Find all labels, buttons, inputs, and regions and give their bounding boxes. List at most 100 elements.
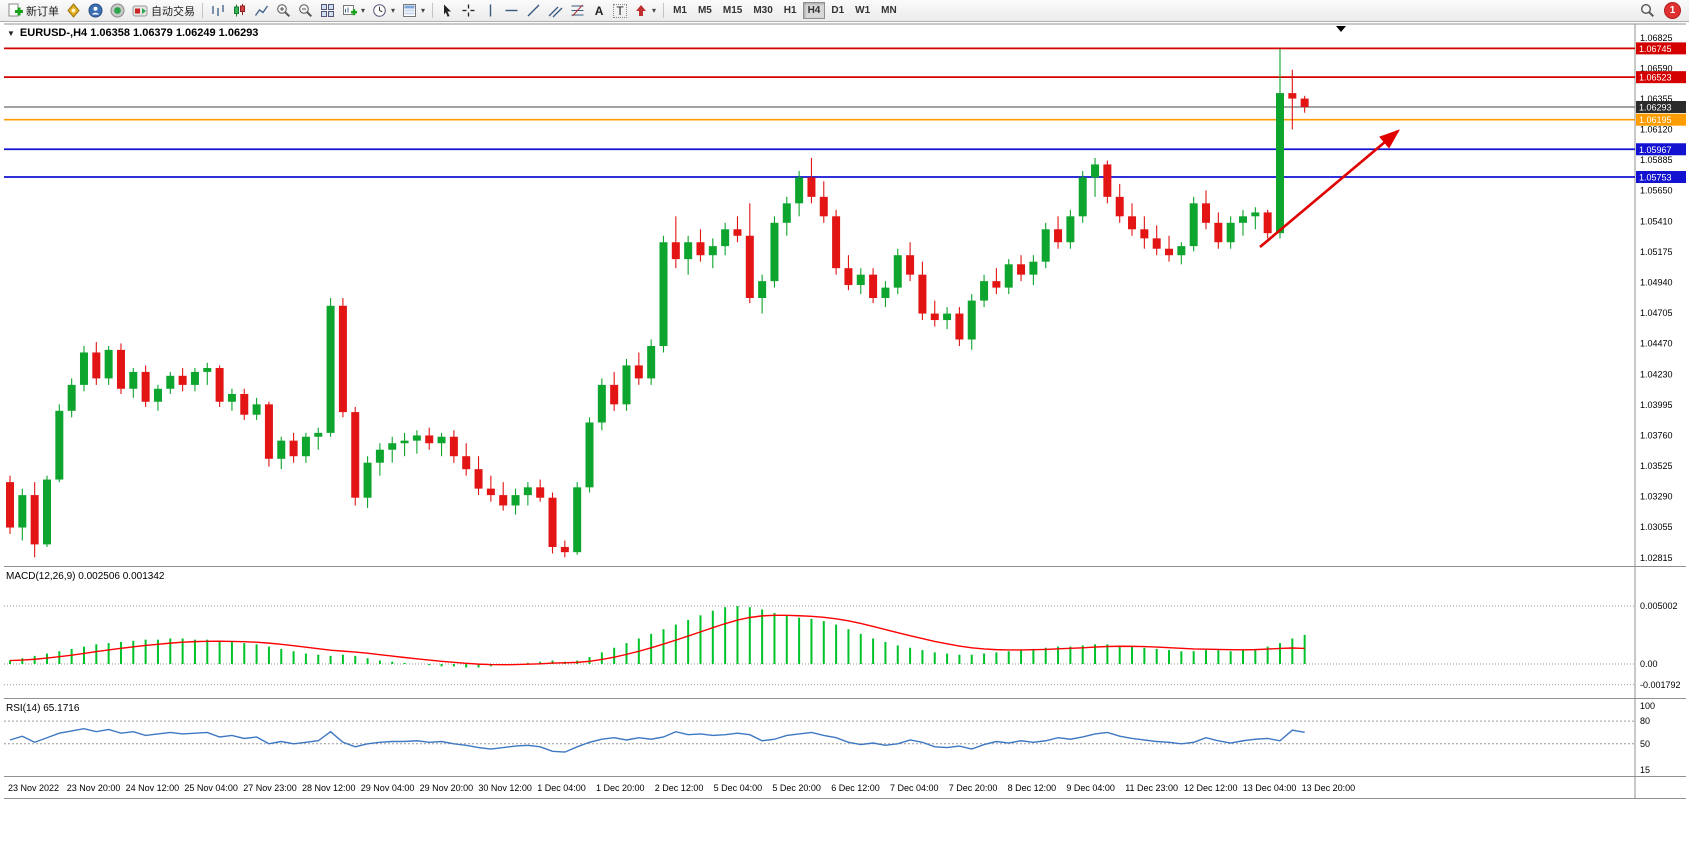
timeframe-m30-button[interactable]: M30 [748,2,777,19]
trendline-tool-button[interactable] [523,1,544,21]
svg-text:30 Nov 12:00: 30 Nov 12:00 [478,783,532,793]
rsi-value: 65.1716 [43,703,80,714]
cursor-icon [444,4,452,17]
arrows-tool-button[interactable]: ▾ [631,1,659,21]
text-label-tool-button[interactable]: T [610,1,630,21]
notification-badge[interactable]: 1 [1664,2,1681,19]
crosshair-tool-button[interactable] [458,1,479,21]
timeframe-m15-button[interactable]: M15 [718,2,747,19]
svg-text:7 Dec 20:00: 7 Dec 20:00 [949,783,998,793]
svg-text:23 Nov 20:00: 23 Nov 20:00 [67,783,121,793]
cursor-tool-button[interactable] [437,1,457,21]
new-chart-button[interactable]: ▾ [339,1,368,21]
rsi-name: RSI(14) [6,703,41,714]
text-tool-button[interactable]: A [589,1,609,21]
clock-icon [373,4,386,17]
channel-icon [548,6,563,18]
svg-text:1.04940: 1.04940 [1640,277,1673,287]
svg-text:1.05650: 1.05650 [1640,185,1673,195]
svg-text:1.05175: 1.05175 [1640,247,1673,257]
svg-text:12 Dec 12:00: 12 Dec 12:00 [1184,783,1238,793]
profile-icon [88,3,103,18]
svg-text:1 Dec 20:00: 1 Dec 20:00 [596,783,645,793]
svg-text:25 Nov 04:00: 25 Nov 04:00 [184,783,238,793]
svg-text:27 Nov 23:00: 27 Nov 23:00 [243,783,297,793]
templates-button[interactable]: ▾ [399,1,428,21]
svg-text:1.05410: 1.05410 [1640,216,1673,226]
new-order-icon [8,3,23,16]
timeframe-w1-button[interactable]: W1 [850,2,875,19]
svg-text:1.06745: 1.06745 [1639,44,1672,54]
zoom-in-button[interactable] [273,1,294,21]
svg-text:1.04705: 1.04705 [1640,308,1673,318]
chart-canvas[interactable]: 1.06825 1.06590 1.06355 1.06120 1.05885 1.056… [0,22,1689,861]
macd-indicator-label: MACD(12,26,9) 0.002506 0.001342 [6,571,164,582]
timeframe-h4-button[interactable]: H4 [802,2,826,19]
svg-text:1.05885: 1.05885 [1640,155,1673,165]
macd-values: 0.002506 0.001342 [78,571,165,582]
bar-chart-icon [212,5,224,16]
macd-name: MACD(12,26,9) [6,571,76,582]
svg-text:1.06120: 1.06120 [1640,124,1673,134]
svg-text:28 Nov 12:00: 28 Nov 12:00 [302,783,356,793]
trendline-icon [527,4,540,17]
new-order-button[interactable]: 新订单 [4,1,62,21]
new-order-label: 新订单 [26,5,59,18]
svg-text:1.05753: 1.05753 [1639,173,1672,183]
profile-button[interactable] [85,1,106,21]
collapse-chart-icon[interactable]: ▼ [7,28,15,38]
svg-text:9 Dec 04:00: 9 Dec 04:00 [1066,783,1115,793]
svg-text:29 Nov 20:00: 29 Nov 20:00 [420,783,474,793]
search-button[interactable] [1637,1,1658,21]
svg-text:1.02815: 1.02815 [1640,553,1673,563]
horizontal-line-tool-button[interactable] [501,1,522,21]
fibonacci-tool-button[interactable] [567,1,588,21]
candlestick-chart-button[interactable] [229,1,250,21]
chart-window: 1.06825 1.06590 1.06355 1.06120 1.05885 1.056… [0,22,1689,861]
dropdown-arrow-icon: ▾ [391,6,396,15]
templates-icon [403,4,417,17]
svg-text:8 Dec 12:00: 8 Dec 12:00 [1008,783,1057,793]
compass-button[interactable] [63,1,84,21]
timeframe-d1-button[interactable]: D1 [826,2,849,19]
svg-text:29 Nov 04:00: 29 Nov 04:00 [361,783,415,793]
chart-ohlc-header: EURUSD-,H4 1.06358 1.06379 1.06249 1.062… [19,27,259,39]
svg-text:1.04230: 1.04230 [1640,370,1673,380]
line-chart-button[interactable] [251,1,272,21]
svg-text:1.06195: 1.06195 [1639,115,1672,125]
svg-text:1.03290: 1.03290 [1640,491,1673,501]
svg-text:100: 100 [1640,701,1655,711]
market-button[interactable] [107,1,128,21]
dropdown-arrow-icon: ▾ [361,6,366,15]
candlestick-chart-icon [234,4,245,17]
toolbar-separator [663,3,665,18]
market-icon [110,3,125,18]
tile-windows-button[interactable] [317,1,338,21]
zoom-in-icon [277,4,291,18]
vertical-line-icon [489,4,491,17]
svg-text:1.06355: 1.06355 [1640,94,1673,104]
svg-text:1.04470: 1.04470 [1640,338,1673,348]
svg-text:50: 50 [1640,739,1650,749]
svg-text:1.03525: 1.03525 [1640,461,1673,471]
search-icon [1640,3,1655,18]
dropdown-arrow-icon: ▾ [652,6,657,15]
svg-text:1 Dec 04:00: 1 Dec 04:00 [537,783,586,793]
periodicity-button[interactable]: ▾ [369,1,398,21]
timeframe-mn-button[interactable]: MN [876,2,902,19]
vertical-line-tool-button[interactable] [480,1,500,21]
text-label-icon: T [613,3,627,18]
bar-chart-button[interactable] [207,1,228,21]
channel-tool-button[interactable] [545,1,566,21]
svg-text:1.06293: 1.06293 [1639,102,1672,112]
svg-text:15: 15 [1640,765,1650,775]
fibonacci-icon [571,4,584,17]
autotrade-button[interactable]: 自动交易 [129,1,198,21]
chart-header: ▼ EURUSD-,H4 1.06358 1.06379 1.06249 1.0… [7,27,258,39]
timeframe-h1-button[interactable]: H1 [779,2,802,19]
text-icon: A [594,3,604,18]
timeframe-m1-button[interactable]: M1 [668,2,692,19]
zoom-out-button[interactable] [295,1,316,21]
timeframe-m5-button[interactable]: M5 [693,2,717,19]
svg-text:7 Dec 04:00: 7 Dec 04:00 [890,783,939,793]
